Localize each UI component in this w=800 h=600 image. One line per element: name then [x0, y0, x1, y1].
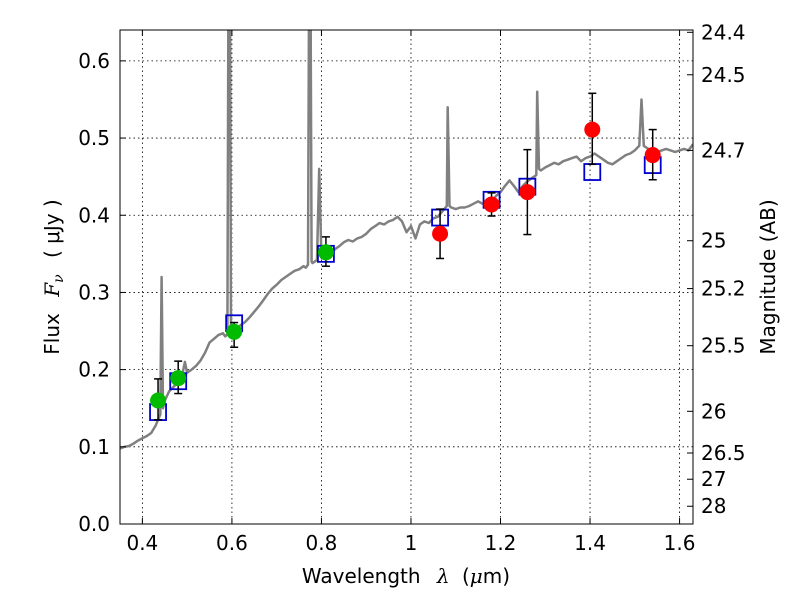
y-axis-symbol: F	[40, 282, 64, 298]
y-axis-title-text: Flux	[40, 313, 64, 355]
right-tick-label: 28	[701, 494, 726, 518]
nir-point	[483, 196, 500, 213]
optical-point	[226, 323, 243, 340]
optical-point	[150, 392, 167, 409]
optical-point	[170, 370, 187, 387]
y-tick-label: 0.0	[78, 512, 110, 536]
x-tick-label: 0.6	[216, 531, 248, 555]
y-tick-label: 0.6	[78, 49, 110, 73]
right-tick-label: 24.5	[701, 63, 746, 87]
right-tick-label: 26.5	[701, 441, 746, 465]
x-tick-label: 1.6	[664, 531, 696, 555]
right-axis-title: Magnitude (AB)	[756, 199, 780, 354]
x-tick-label: 1.4	[574, 531, 606, 555]
axis-ticks: 0.4 0.6 0.8 1 1.2 1.4 1.6 0.0 0.1 0.2 0.3 0.4 0.5 0.6…	[78, 20, 745, 555]
right-tick-label: 25.2	[701, 277, 746, 301]
x-axis-title: Wavelength λ (μm)	[302, 564, 510, 588]
x-axis-unit-open: (	[462, 564, 470, 588]
x-axis-unit-mu: μ	[470, 564, 483, 588]
y-tick-label: 0.1	[78, 435, 110, 459]
nir-point	[584, 121, 601, 138]
plot-frame	[119, 29, 694, 525]
right-tick-label: 25	[701, 229, 726, 253]
right-tick-label: 24.7	[701, 138, 746, 162]
x-tick-label: 0.8	[306, 531, 338, 555]
right-tick-label: 26	[701, 399, 726, 423]
x-axis-unit-close: m)	[483, 564, 510, 588]
right-tick-label: 24.4	[701, 20, 746, 44]
grid-lines	[120, 30, 693, 525]
y-axis-title: Flux Fν ( μJy )	[40, 199, 68, 354]
x-axis-symbol: λ	[436, 564, 450, 588]
right-tick-label: 27	[701, 467, 726, 491]
nir-point	[432, 225, 449, 242]
photometry-layer	[149, 92, 662, 421]
nir-point	[519, 184, 536, 201]
model-spectrum-line	[120, 30, 693, 450]
nir-point	[644, 147, 661, 164]
y-tick-label: 0.4	[78, 203, 110, 227]
y-axis-symbol-sub: ν	[51, 274, 67, 283]
x-tick-label: 0.4	[126, 531, 158, 555]
y-tick-label: 0.2	[78, 358, 110, 382]
x-tick-label: 1	[405, 531, 418, 555]
optical-point	[317, 244, 334, 261]
x-axis-title-text: Wavelength	[302, 564, 421, 588]
y-tick-label: 0.3	[78, 280, 110, 304]
x-tick-label: 1.2	[485, 531, 517, 555]
right-tick-label: 25.5	[701, 334, 746, 358]
spectrum-layer	[120, 30, 693, 450]
y-tick-label: 0.5	[78, 126, 110, 150]
plot-background	[120, 30, 693, 524]
y-axis-unit: ( μJy )	[40, 199, 64, 258]
